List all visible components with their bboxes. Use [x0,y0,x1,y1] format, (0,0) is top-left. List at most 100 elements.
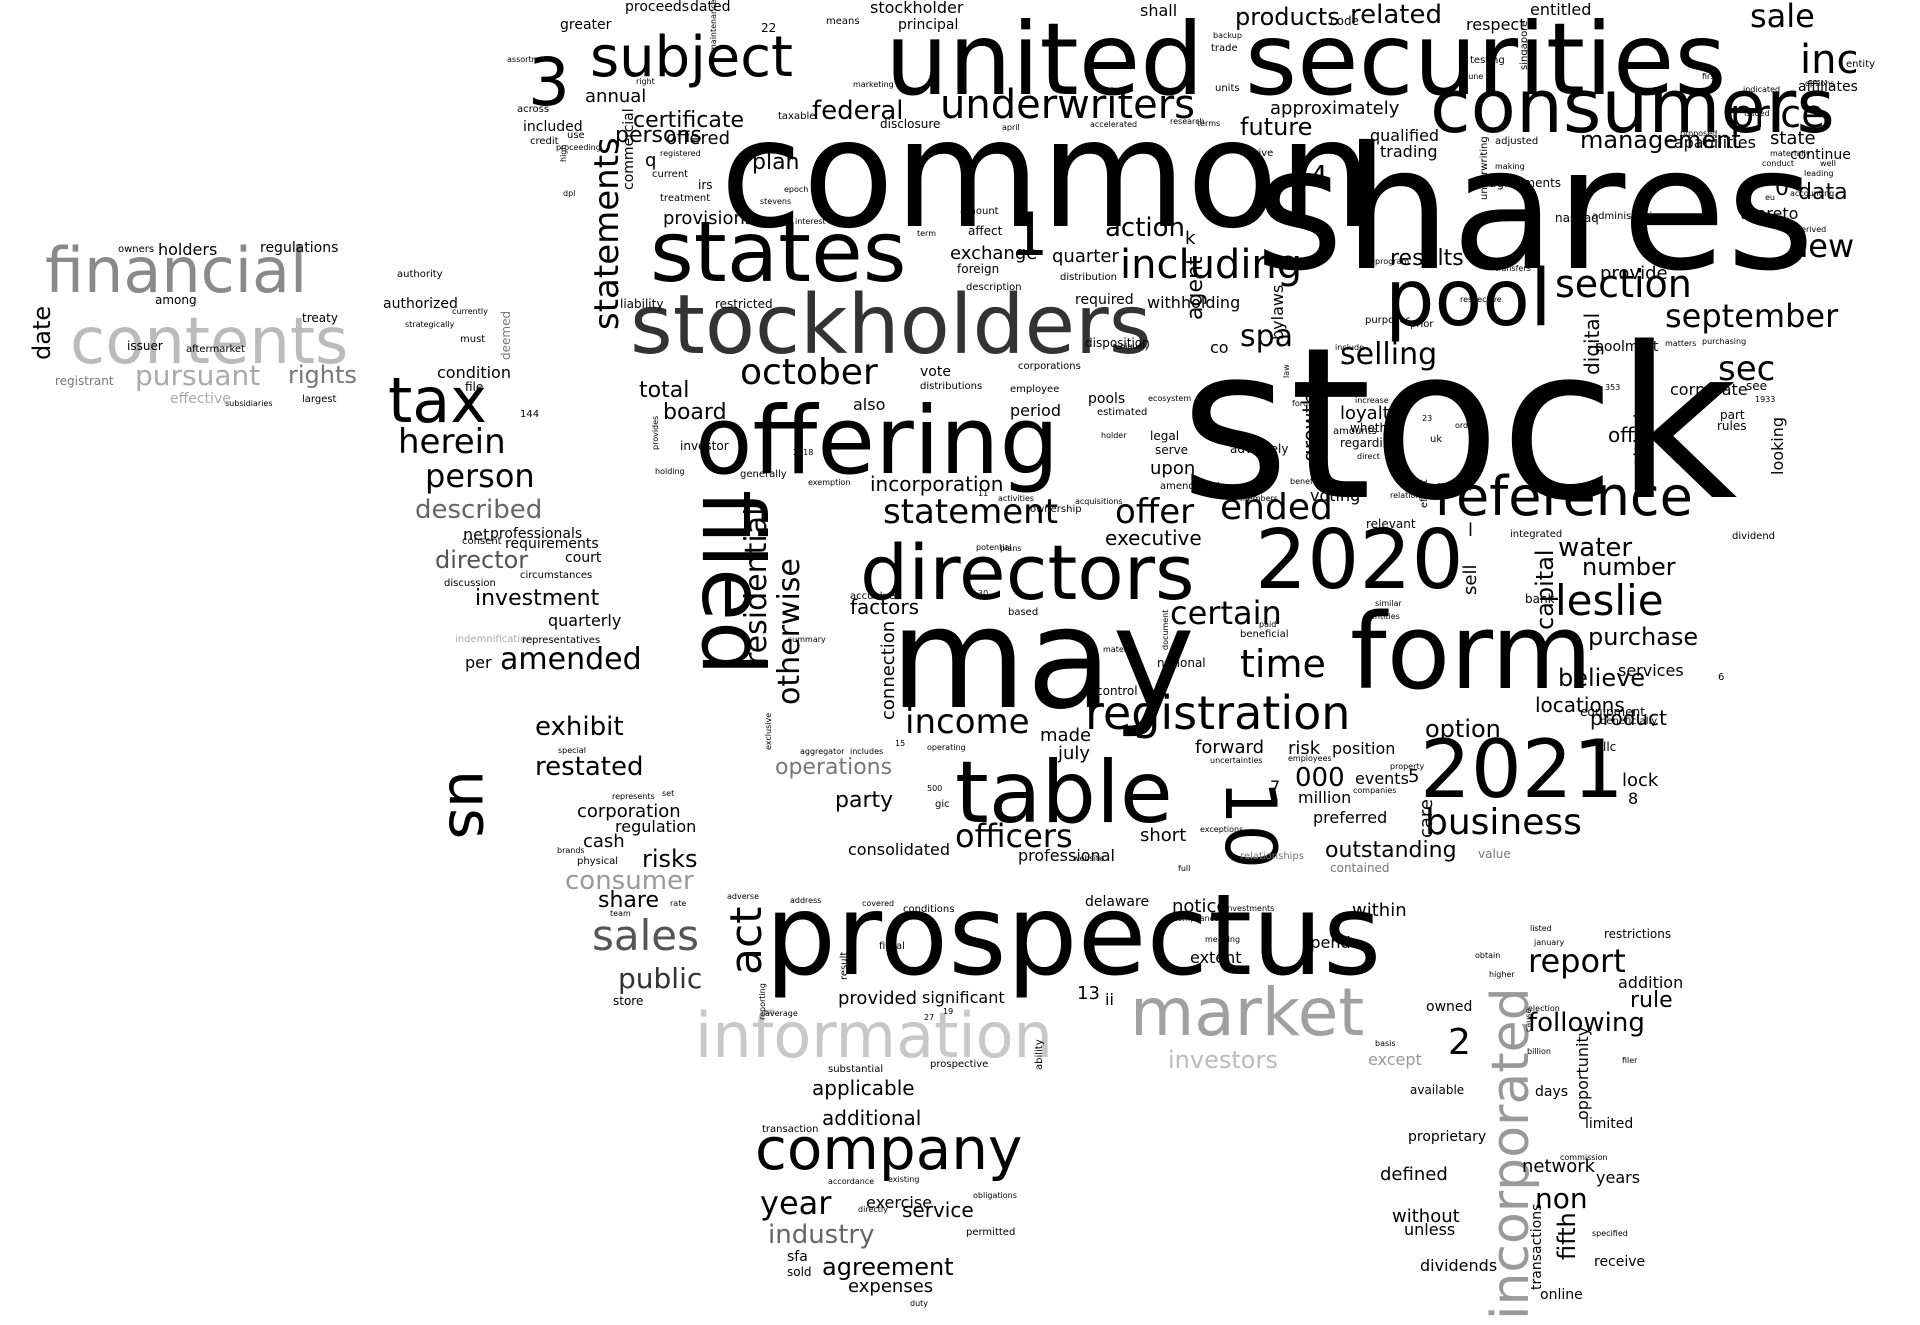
cloud-word-dpl: dpl [563,189,576,198]
cloud-word-co: co [1210,338,1229,357]
cloud-word-june: june [1466,72,1484,81]
cloud-word-professionals: professionals [490,526,583,542]
cloud-word-first: first [1702,72,1718,81]
cloud-word-april: april [1002,123,1020,132]
cloud-word-23: 23 [1422,414,1433,423]
cloud-word-form: form [1350,591,1593,713]
cloud-word-unless: unless [1404,1220,1456,1239]
cloud-word-credit: credit [530,136,559,147]
cloud-word-consumer: consumer [565,866,694,896]
cloud-word-store: store [613,994,644,1008]
cloud-word-beneficially: beneficially [1600,716,1658,727]
cloud-word-duty: duty [910,1299,929,1308]
cloud-word-respect: respect [1466,15,1526,34]
cloud-word-entity: entity [1846,59,1876,70]
cloud-word-commission: commission [1560,1153,1608,1162]
cloud-word-period: period [1010,401,1061,420]
cloud-word-without: without [1392,1206,1460,1227]
cloud-word-average: average [765,1009,798,1018]
cloud-word-covered: covered [862,899,895,908]
cloud-word-annual: annual [585,86,647,107]
cloud-word-entitled: entitled [1530,0,1592,19]
cloud-word-october: october [740,352,878,393]
cloud-word-extent: extent [1190,948,1242,967]
cloud-word-loyalty: loyalty [1340,403,1401,424]
cloud-word-assortment: assortment [507,55,553,64]
cloud-word-ownership: ownership [1030,504,1082,515]
cloud-word-product: product [1590,706,1667,730]
cloud-word-securities: securities [1245,1,1727,118]
cloud-word-underwriters: underwriters [940,82,1195,128]
cloud-word-trade: trade [1211,43,1238,54]
cloud-word-rule: rule [1630,988,1673,1013]
cloud-word-see: see [1746,379,1768,393]
cloud-word-withholding: withholding [1147,293,1241,312]
cloud-word-marketing: marketing [853,80,894,89]
cloud-word-full: full [1178,864,1191,873]
cloud-word-capital: capital [1531,549,1559,630]
cloud-word-owned: owned [1426,999,1473,1015]
cloud-word-code: code [1330,14,1359,28]
cloud-word-poolmart: poolmart [1595,339,1659,355]
cloud-word-physical: physical [577,856,618,867]
cloud-word-number: number [1582,553,1676,581]
cloud-word-30: 30 [978,589,989,598]
cloud-word-relationships: relationships [1240,851,1304,862]
cloud-word-purchase: purchase [1588,623,1699,651]
cloud-word-principal: principal [898,17,959,33]
cloud-word-consolidated: consolidated [848,840,950,859]
cloud-word-option: option [1425,715,1501,743]
cloud-word-llc: llc [1603,740,1617,754]
cloud-word-rate: rate [670,899,687,908]
cloud-word-expenses: expenses [848,1276,934,1297]
cloud-word-filer: filer [1622,1056,1638,1065]
cloud-word-directly: directly [858,1205,888,1214]
cloud-word-22: 22 [761,21,777,35]
cloud-word-27: 27 [924,1013,935,1022]
cloud-word-days: days [1535,1084,1569,1100]
cloud-word-liability: liability [620,297,664,311]
cloud-word-trading: trading [1380,142,1438,161]
cloud-word-holders: holders [158,240,218,259]
cloud-word-registered: registered [660,149,701,158]
cloud-word-uk: uk [1430,434,1443,445]
cloud-word-election: election [1528,1004,1560,1013]
cloud-word-aggregator: aggregator [800,747,845,756]
cloud-word-otherwise: otherwise [772,558,807,705]
cloud-word-professional: professional [1018,846,1115,865]
cloud-word-leslie: leslie [1555,576,1664,625]
cloud-word-estimated: estimated [1097,407,1148,418]
cloud-word-relevant: relevant [1366,517,1416,531]
cloud-word-holder: holder [1101,431,1127,440]
cloud-word-value: value [1478,847,1511,861]
cloud-word-subject: subject [590,25,793,90]
cloud-word-derived: derived [1796,225,1827,234]
cloud-word-fifth: fifth [1553,1212,1581,1260]
cloud-word-testing: testing [1470,55,1505,66]
cloud-word-vote: vote [920,364,951,380]
cloud-word-7: 7 [1270,777,1281,796]
cloud-word-preferred: preferred [1313,808,1388,827]
cloud-word-price: price [1730,92,1825,136]
cloud-word-requirements: requirements [505,536,599,552]
cloud-word-nasdaq: nasdaq [1555,211,1599,225]
cloud-word-epoch: epoch [784,185,809,194]
cloud-word-rights: rights [288,361,357,389]
cloud-word-sec: sec [1718,349,1776,389]
cloud-word-issuer: issuer [127,339,163,353]
cloud-word-shares: shares [1255,111,1815,309]
cloud-word-amount: amount [960,206,999,217]
cloud-word-provided: provided [838,988,918,1009]
cloud-word-consumers: consumers [1430,64,1835,150]
cloud-word-adverse: adverse [727,892,760,901]
cloud-word-billion: billion [1527,1047,1551,1056]
cloud-word-irs: irs [698,178,713,192]
cloud-word-employee: employee [1010,384,1060,395]
cloud-word-existing: existing [888,1175,920,1184]
cloud-word-restricted: restricted [715,297,773,311]
cloud-word-upon: upon [1150,458,1196,479]
cloud-word-rules: rules [1717,419,1747,433]
cloud-word-us: us [435,770,505,840]
cloud-word-authority: authority [397,269,443,280]
cloud-word-employees: employees [1288,754,1332,763]
